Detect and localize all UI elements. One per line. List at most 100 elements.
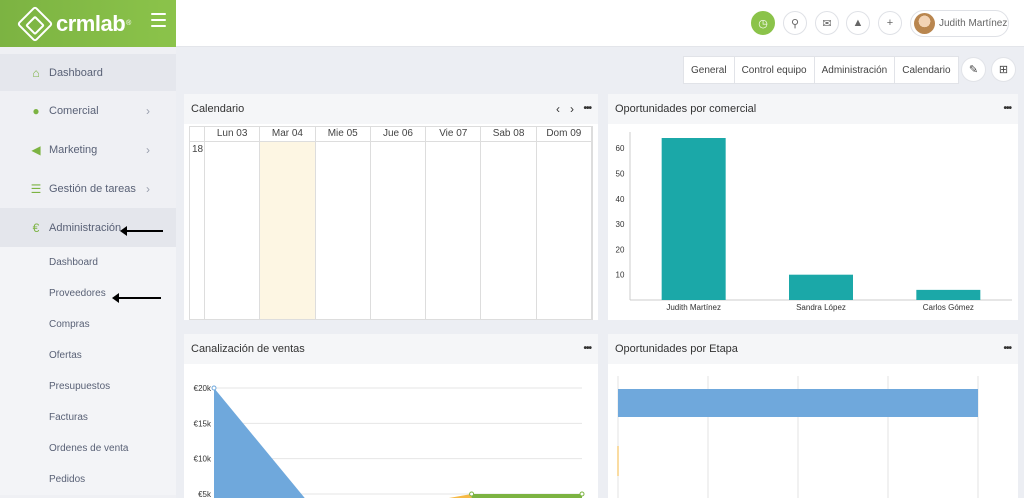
y-tick-label: 30 [616, 220, 625, 229]
sidebar-item-gestion-tareas[interactable]: ☰ Gestión de tareas › [0, 169, 176, 208]
task-list-icon: ☰ [30, 181, 42, 196]
notifications-button[interactable]: ▲ [846, 11, 870, 35]
area-series[interactable] [471, 494, 582, 498]
sidebar-item-marketing[interactable]: ◀ Marketing › [0, 130, 176, 169]
more-options-icon[interactable]: ••• [1003, 343, 1011, 354]
plus-square-icon: ⊞ [998, 64, 1009, 76]
area-series[interactable] [214, 388, 310, 498]
calendar-day-column[interactable] [316, 142, 371, 319]
bar[interactable] [789, 274, 853, 300]
avatar [914, 13, 935, 34]
search-button[interactable]: ⚲ [783, 11, 807, 35]
submenu-item-pedidos[interactable]: Pedidos [49, 474, 86, 485]
widget-header: Oportunidades por Etapa ••• [608, 334, 1018, 364]
calendar-day-column[interactable] [537, 142, 592, 319]
calendar-day-column-today[interactable] [260, 142, 316, 319]
plus-icon: + [886, 17, 894, 29]
tab-general[interactable]: General [684, 57, 735, 83]
oportunidades-etapa-widget: Oportunidades por Etapa ••• [608, 334, 1018, 498]
calendar-day-column[interactable] [481, 142, 537, 319]
widget-header: Calendario ‹ › ••• [184, 94, 598, 124]
x-tick-label: Sandra López [796, 303, 846, 312]
submenu-item-presupuestos[interactable]: Presupuestos [49, 381, 111, 392]
messages-button[interactable]: ✉ [815, 11, 839, 35]
chevron-right-icon: › [146, 103, 150, 118]
widget-header: Canalización de ventas ••• [184, 334, 598, 364]
calendar-hour-label: 18 [192, 144, 204, 155]
bar[interactable] [618, 389, 978, 417]
search-icon: ⚲ [790, 17, 800, 30]
tab-calendario[interactable]: Calendario [902, 64, 951, 76]
y-tick-label: 10 [616, 271, 625, 280]
oportunidades-etapa-chart [617, 376, 979, 498]
sidebar-item-administracion[interactable]: € Administración [0, 208, 176, 247]
submenu-item-ordenes-venta[interactable]: Ordenes de venta [49, 443, 129, 454]
calendar-day-column[interactable] [371, 142, 427, 319]
add-button[interactable]: + [878, 11, 902, 35]
y-tick-label: €5k [198, 490, 212, 498]
data-point[interactable] [211, 385, 217, 391]
y-tick-label: €15k [194, 419, 212, 428]
data-point[interactable] [469, 491, 475, 497]
widget-title: Oportunidades por comercial [615, 103, 757, 115]
user-menu[interactable]: Judith Martínez [910, 10, 1009, 37]
y-tick-label: €10k [194, 455, 212, 464]
calendar-day-header[interactable]: Lun 03 [205, 127, 261, 142]
edit-button[interactable]: ✎ [961, 57, 986, 82]
oportunidades-comercial-chart: 10 20 30 40 50 60 Judith Martínez Sandra López C… [616, 132, 1012, 312]
calendar-widget: Calendario ‹ › ••• 18 Lun 03 Mar 04 Mie 05 J… [184, 94, 598, 320]
area-series[interactable] [415, 494, 472, 498]
bar[interactable] [661, 138, 726, 300]
home-icon: ⌂ [32, 65, 40, 80]
calendar-day-header[interactable]: Dom 09 [536, 127, 592, 142]
calendar-day-header[interactable]: Mar 04 [260, 127, 316, 142]
widget-title: Canalización de ventas [191, 343, 305, 355]
calendar-gutter [190, 142, 205, 319]
more-options-icon[interactable]: ••• [1003, 103, 1011, 114]
data-point[interactable] [579, 491, 585, 497]
calendar-day-header[interactable]: Vie 07 [426, 127, 482, 142]
calendar-day-header[interactable]: Mie 05 [315, 127, 371, 142]
submenu-item-ofertas[interactable]: Ofertas [49, 350, 82, 361]
canalizacion-ventas-chart: €5k €10k €15k €20k [194, 384, 585, 498]
chevron-left-icon[interactable]: ‹ [556, 102, 560, 116]
tab-control-equipo[interactable]: Control equipo [735, 57, 815, 83]
annotation-arrow-proveedores [112, 293, 161, 303]
megaphone-icon: ◀ [31, 142, 41, 157]
submenu-item-facturas[interactable]: Facturas [49, 412, 88, 423]
clock-button[interactable]: ◷ [751, 11, 775, 35]
submenu-item-proveedores[interactable]: Proveedores [49, 288, 106, 299]
add-widget-button[interactable]: ⊞ [991, 57, 1016, 82]
envelope-icon: ✉ [822, 17, 832, 30]
euro-icon: € [32, 220, 40, 235]
widget-title: Oportunidades por Etapa [615, 343, 738, 355]
calendar-day-column[interactable] [426, 142, 482, 319]
x-tick-label: Judith Martínez [666, 303, 721, 312]
sidebar-item-dashboard[interactable]: ⌂ Dashboard [0, 54, 176, 91]
x-tick-label: Carlos Gómez [923, 303, 974, 312]
submenu-item-compras[interactable]: Compras [49, 319, 90, 330]
sidebar: crmlab ® ⌂ Dashboard ● Comercial › ◀ Mar… [0, 0, 176, 498]
submenu-item-dashboard[interactable]: Dashboard [49, 257, 98, 268]
more-options-icon[interactable]: ••• [583, 103, 591, 114]
calendar-day-column[interactable] [205, 142, 261, 319]
widget-header: Oportunidades por comercial ••• [608, 94, 1018, 124]
calendar-day-header[interactable]: Sab 08 [481, 127, 537, 142]
more-options-icon[interactable]: ••• [583, 343, 591, 354]
clock-icon: ◷ [758, 17, 768, 30]
widget-title: Calendario [191, 103, 245, 115]
dashboard-tabs: General Control equipo Administración Ca… [683, 56, 959, 84]
chevron-right-icon[interactable]: › [570, 102, 574, 116]
sidebar-item-comercial[interactable]: ● Comercial › [0, 91, 176, 130]
calendar-day-header[interactable]: Jue 06 [370, 127, 427, 142]
administracion-submenu: Dashboard Proveedores Compras Ofertas Pr… [0, 247, 176, 495]
user-icon: ● [32, 103, 40, 118]
chevron-right-icon: › [146, 181, 150, 196]
sidebar-item-label: Administración [49, 221, 122, 234]
hamburger-menu-icon[interactable] [151, 13, 166, 31]
tab-administracion[interactable]: Administración [815, 57, 896, 83]
topbar: ◷ ⚲ ✉ ▲ + Judith Martínez [176, 0, 1024, 47]
chevron-right-icon: › [146, 142, 150, 157]
bar[interactable] [916, 289, 981, 300]
pencil-icon: ✎ [968, 64, 979, 76]
